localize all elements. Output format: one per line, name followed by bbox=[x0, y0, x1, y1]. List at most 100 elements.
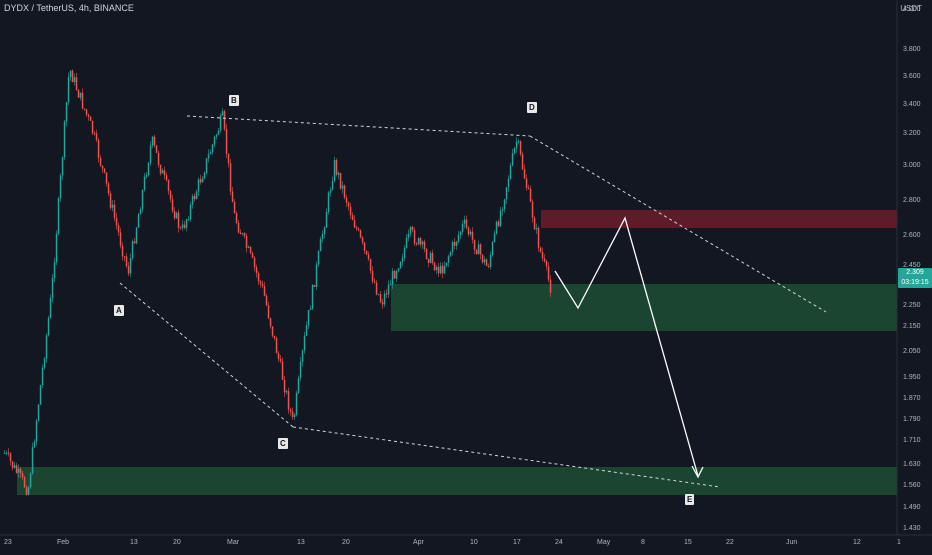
candle-body bbox=[309, 308, 312, 311]
candle-body bbox=[93, 133, 96, 135]
wave-label-c[interactable]: C bbox=[278, 438, 288, 449]
x-tick-label: 13 bbox=[297, 539, 305, 546]
candle-body bbox=[239, 232, 242, 235]
candle-body bbox=[503, 199, 506, 210]
candle-body bbox=[417, 237, 420, 245]
candle-body bbox=[119, 232, 122, 246]
x-tick-label: 1 bbox=[897, 539, 901, 546]
candle-body bbox=[79, 92, 82, 98]
candle-body bbox=[245, 235, 248, 248]
candle-body bbox=[31, 447, 34, 474]
candle-body bbox=[277, 353, 280, 359]
candle-body bbox=[313, 284, 316, 287]
x-tick-label: Apr bbox=[413, 539, 425, 546]
candle-body bbox=[209, 152, 212, 155]
y-tick-label: 4.000 bbox=[903, 6, 921, 13]
candle-body bbox=[345, 197, 348, 203]
candle-body bbox=[109, 193, 112, 208]
candle-body bbox=[71, 70, 74, 83]
candle-body bbox=[435, 267, 438, 271]
y-axis[interactable]: 4.000 3.800 3.600 3.400 3.200 3.000 2.800 2.600… bbox=[903, 6, 921, 532]
candle-body bbox=[69, 70, 72, 78]
candle-body bbox=[311, 284, 314, 309]
candle-body bbox=[175, 212, 178, 219]
candle-body bbox=[391, 271, 394, 285]
candle-body bbox=[213, 136, 216, 145]
candle-body bbox=[51, 277, 54, 299]
y-tick-label: 1.950 bbox=[903, 374, 921, 381]
candle-body bbox=[477, 244, 480, 255]
candle-body bbox=[441, 265, 444, 274]
x-tick-label: May bbox=[597, 539, 611, 546]
candle-body bbox=[137, 214, 140, 228]
candle-body bbox=[77, 89, 80, 98]
candle-body bbox=[191, 196, 194, 205]
candle-body bbox=[297, 377, 300, 393]
x-tick-label: 23 bbox=[4, 539, 12, 546]
support-zone-upper bbox=[391, 284, 897, 331]
candle-body bbox=[527, 187, 530, 189]
candle-body bbox=[525, 178, 528, 188]
wave-label-a[interactable]: A bbox=[114, 305, 124, 316]
candle-body bbox=[99, 158, 102, 166]
candle-body bbox=[317, 251, 320, 265]
wave-label-b[interactable]: B bbox=[229, 95, 239, 106]
candle-body bbox=[207, 154, 210, 159]
candle-body bbox=[319, 239, 322, 252]
candle-body bbox=[453, 241, 456, 246]
y-tick-label: 2.050 bbox=[903, 348, 921, 355]
candle-body bbox=[339, 172, 342, 189]
candle-body bbox=[515, 141, 518, 149]
candle-body bbox=[73, 77, 76, 83]
y-tick-label: 2.250 bbox=[903, 302, 921, 309]
candle-body bbox=[229, 163, 232, 192]
candle-body bbox=[541, 251, 544, 259]
wave-label-d[interactable]: D bbox=[527, 102, 537, 113]
x-tick-label: 8 bbox=[641, 539, 645, 546]
candle-body bbox=[487, 266, 490, 268]
projection-path[interactable] bbox=[554, 216, 699, 477]
candle-body bbox=[55, 233, 58, 263]
wave-label-e[interactable]: E bbox=[685, 494, 695, 505]
candle-body bbox=[43, 358, 46, 368]
candle-body bbox=[365, 250, 368, 255]
candle-body bbox=[407, 233, 410, 238]
candle-body bbox=[235, 213, 238, 223]
candle-body bbox=[403, 247, 406, 258]
candle-body bbox=[141, 190, 144, 210]
candle-body bbox=[83, 108, 86, 110]
candle-body bbox=[47, 317, 50, 336]
candle-body bbox=[405, 237, 408, 248]
candle-body bbox=[307, 310, 310, 326]
candle-body bbox=[199, 179, 202, 183]
candle-body bbox=[177, 212, 180, 228]
candle-body bbox=[201, 178, 204, 183]
y-tick-label: 3.600 bbox=[903, 73, 921, 80]
x-tick-label: Feb bbox=[57, 539, 69, 546]
x-tick-label: Jun bbox=[786, 539, 797, 546]
lower-trendline-left[interactable] bbox=[119, 282, 294, 428]
projection-arrowhead bbox=[691, 465, 704, 479]
x-tick-label: 15 bbox=[684, 539, 692, 546]
y-tick-label: 1.630 bbox=[903, 461, 921, 468]
candle-body bbox=[335, 160, 338, 175]
candle-body bbox=[283, 379, 286, 393]
candle-body bbox=[163, 170, 166, 176]
symbol-title[interactable]: DYDX / TetherUS, 4h, BINANCE bbox=[4, 3, 134, 13]
candle-body bbox=[129, 258, 132, 274]
candle-body bbox=[491, 241, 494, 255]
x-axis[interactable]: 23 Feb 13 20 Mar 13 20 Apr 10 17 24 May 8 15 22 Jun 12 1 bbox=[4, 539, 901, 546]
candle-body bbox=[331, 180, 334, 190]
candle-body bbox=[135, 227, 138, 244]
candle-body bbox=[125, 256, 128, 267]
bar-countdown: 03:19:15 bbox=[901, 279, 929, 286]
candle-body bbox=[105, 172, 108, 184]
candle-body bbox=[475, 249, 478, 255]
candle-body bbox=[373, 281, 376, 283]
candle-body bbox=[443, 265, 446, 274]
candle-body bbox=[193, 196, 196, 200]
candle-body bbox=[57, 198, 60, 234]
